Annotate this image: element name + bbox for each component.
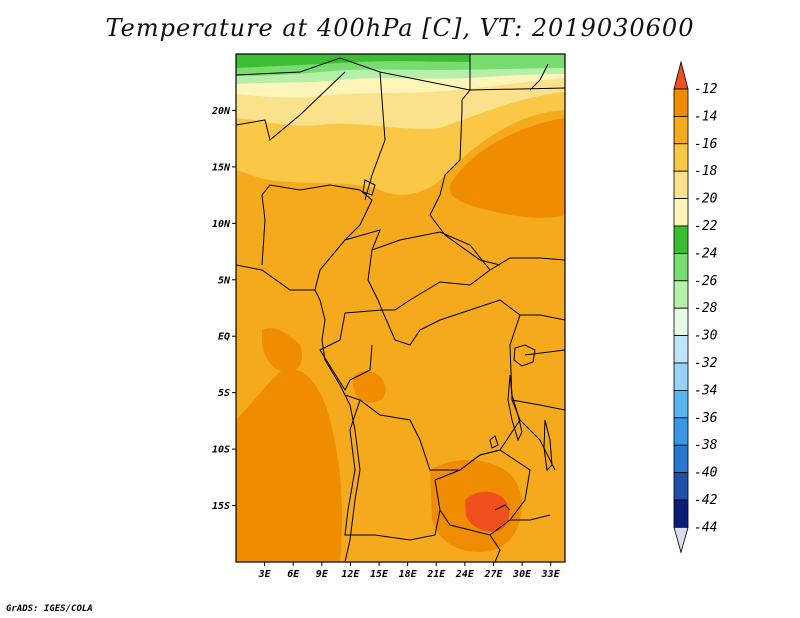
coastline-west-africa bbox=[314, 289, 361, 562]
colorbar-level-label: -12 bbox=[694, 82, 718, 97]
lake-chad bbox=[362, 179, 376, 196]
colorbar-level-label: -24 bbox=[694, 246, 717, 261]
lon-tick-label: 30E bbox=[512, 569, 532, 580]
border-mozambique bbox=[489, 514, 551, 562]
border-niger-libya bbox=[364, 71, 386, 201]
lat-tick-label: 10S bbox=[212, 445, 230, 456]
map-title: Temperature at 400hPa [C], VT: 201903060… bbox=[105, 14, 695, 42]
border-nigeria bbox=[236, 184, 373, 291]
colorbar-swatch bbox=[673, 472, 689, 501]
colorbar-swatch bbox=[673, 198, 689, 227]
colorbar-swatch bbox=[673, 225, 689, 254]
map-frame bbox=[235, 53, 566, 563]
country-borders bbox=[236, 54, 565, 562]
longitude-axis: 3E 6E 9E 12E 15E 18E 21E 24E 27E 30E 33E bbox=[258, 562, 561, 580]
colorbar-swatch bbox=[673, 280, 689, 309]
latitude-axis: 20N 15N 10N 5N EQ 5S 10S 15S bbox=[211, 106, 236, 512]
field-warm-central bbox=[353, 371, 386, 403]
colorbar-level-label: -34 bbox=[694, 383, 717, 398]
colorbar-level-label: -22 bbox=[694, 219, 718, 234]
lat-tick-label: 5N bbox=[218, 275, 231, 286]
field-green-band bbox=[236, 54, 470, 68]
field-warm-west bbox=[262, 328, 302, 373]
lon-tick-label: 18E bbox=[399, 569, 418, 580]
colorbar-level-label: -16 bbox=[694, 137, 718, 152]
lat-tick-label: 20N bbox=[211, 106, 231, 117]
colorbar-level-label: -18 bbox=[694, 164, 718, 179]
colorbar-swatch bbox=[673, 116, 689, 145]
colorbar: -12 -14 -16 -18 -20 -22 -24 -26 -28 -30 -32 -34 -36 -… bbox=[673, 60, 718, 554]
field-warm-northeast bbox=[449, 118, 565, 218]
lat-tick-label: EQ bbox=[218, 332, 230, 343]
lat-tick-label: 15N bbox=[212, 162, 231, 173]
colorbar-bottom-arrow bbox=[673, 527, 689, 554]
colorbar-level-label: -40 bbox=[694, 466, 718, 481]
colorbar-swatch bbox=[673, 499, 689, 528]
lake-victoria bbox=[513, 344, 536, 367]
temperature-field bbox=[236, 54, 565, 562]
colorbar-swatch bbox=[673, 389, 689, 419]
colorbar-swatch bbox=[673, 417, 689, 446]
colorbar-swatch bbox=[673, 88, 689, 117]
colorbar-level-label: -36 bbox=[694, 411, 718, 426]
border-zambia bbox=[434, 449, 531, 536]
lon-tick-label: 6E bbox=[287, 569, 300, 580]
colorbar-level-label: -14 bbox=[694, 109, 717, 124]
colorbar-swatch bbox=[673, 362, 689, 391]
border-sudan-south bbox=[489, 257, 565, 271]
colorbar-swatch bbox=[673, 252, 689, 282]
colorbar-swatch bbox=[673, 170, 689, 199]
colorbar-level-label: -38 bbox=[694, 438, 718, 453]
border-chad-sudan bbox=[429, 89, 501, 266]
lat-tick-label: 15S bbox=[212, 501, 230, 512]
colorbar-top-arrow bbox=[673, 60, 689, 90]
border-car bbox=[371, 231, 491, 311]
lat-tick-label: 10N bbox=[212, 219, 231, 230]
lon-tick-label: 12E bbox=[341, 569, 360, 580]
lon-tick-label: 3E bbox=[258, 569, 272, 580]
lat-tick-label: 5S bbox=[218, 388, 230, 399]
lon-tick-label: 27E bbox=[483, 569, 503, 580]
border-east-lakes bbox=[520, 314, 565, 356]
colorbar-level-label: -20 bbox=[694, 192, 718, 207]
colorbar-level-label: -42 bbox=[694, 493, 718, 508]
field-hot-patch bbox=[465, 491, 510, 532]
lon-tick-label: 15E bbox=[370, 569, 389, 580]
border-angola bbox=[344, 399, 441, 541]
lake-malawi bbox=[543, 419, 553, 472]
lake-mweru bbox=[489, 435, 499, 449]
colorbar-swatch bbox=[673, 307, 689, 337]
border-tanzania bbox=[511, 399, 565, 471]
lon-tick-label: 9E bbox=[316, 569, 329, 580]
grads-credit: GrADS: IGES/COLA bbox=[6, 604, 93, 614]
colorbar-swatch bbox=[673, 335, 689, 364]
lake-tanganyika bbox=[507, 374, 523, 442]
colorbar-level-label: -26 bbox=[694, 274, 718, 289]
border-libya-egypt bbox=[469, 87, 565, 91]
lake-kariba bbox=[494, 504, 511, 511]
border-congo-gabon bbox=[319, 312, 373, 392]
lon-tick-label: 33E bbox=[541, 569, 561, 580]
colorbar-level-label: -30 bbox=[694, 329, 718, 344]
border-mali-niger bbox=[236, 71, 346, 141]
colorbar-swatch bbox=[673, 143, 689, 172]
colorbar-level-label: -44 bbox=[694, 520, 717, 535]
coastline-red-sea bbox=[529, 63, 549, 91]
lon-tick-label: 24E bbox=[455, 569, 475, 580]
colorbar-level-label: -32 bbox=[694, 356, 718, 371]
colorbar-level-label: -28 bbox=[694, 301, 718, 316]
colorbar-swatch bbox=[673, 444, 689, 474]
lon-tick-label: 21E bbox=[426, 569, 446, 580]
field-warm-southwest bbox=[236, 369, 342, 562]
